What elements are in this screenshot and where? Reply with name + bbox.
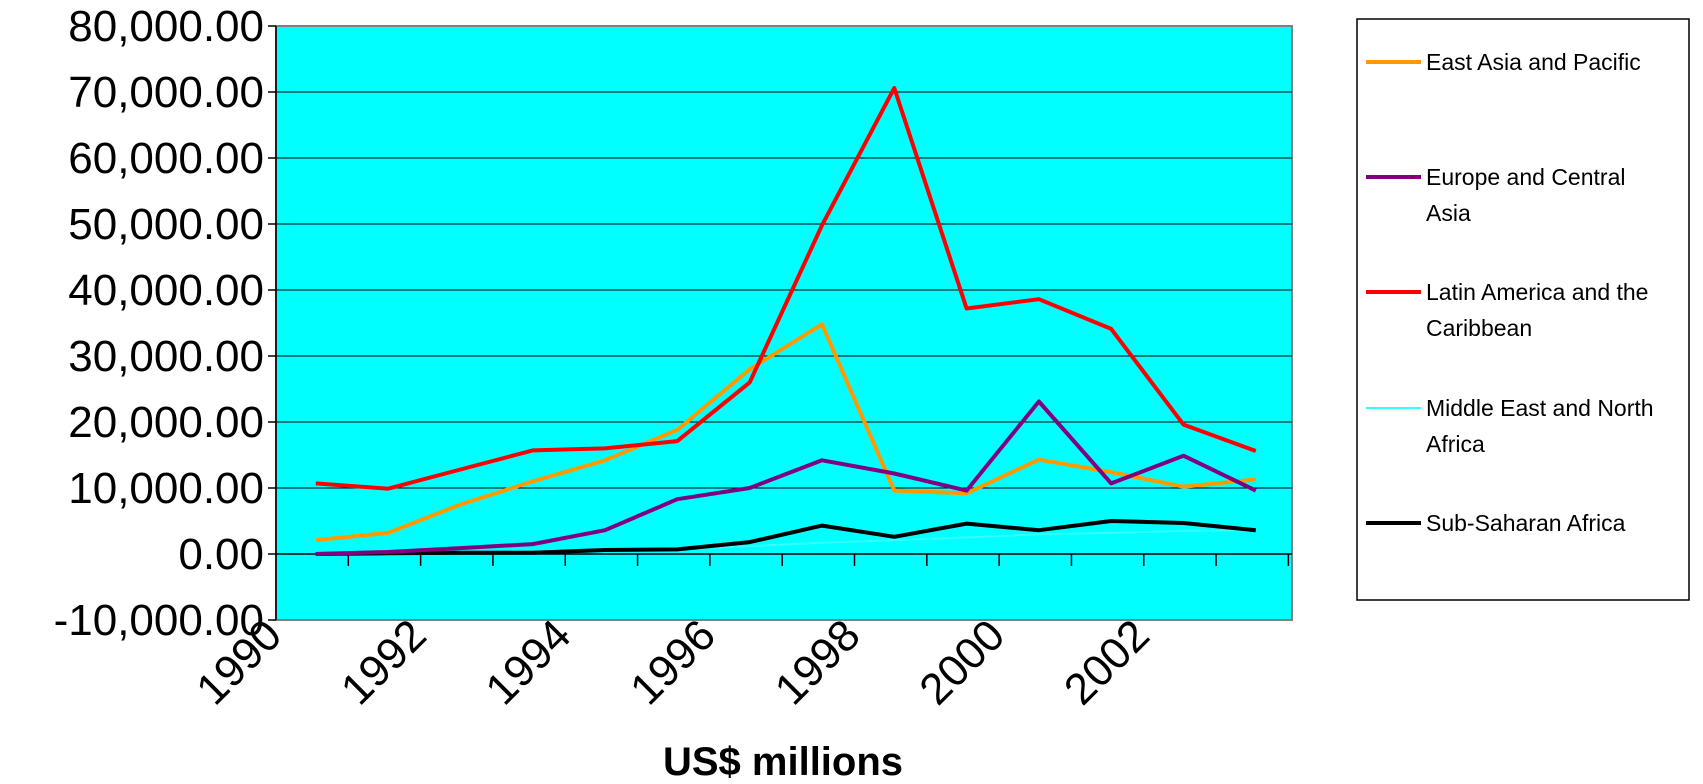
legend-label-line: Middle East and North	[1426, 395, 1654, 421]
x-axis-title: US$ millions	[663, 740, 903, 784]
legend-label-line: Latin America and the	[1426, 279, 1648, 305]
legend-label: Latin America and the Caribbean	[1426, 279, 1648, 341]
y-tick-label: 40,000.00	[68, 266, 264, 315]
plot-background	[275, 25, 1293, 621]
y-tick-label: 0.00	[178, 530, 264, 579]
legend-label-line: East Asia and Pacific	[1426, 49, 1641, 75]
x-tick-label: 1992	[332, 610, 436, 714]
legend-label: Sub-Saharan Africa	[1426, 510, 1626, 536]
y-tick-label: 50,000.00	[68, 200, 264, 249]
legend-label-line: Africa	[1426, 431, 1485, 457]
y-tick-label: 30,000.00	[68, 332, 264, 381]
x-tick-label: 1994	[476, 610, 580, 714]
x-tick-label: 2000	[910, 610, 1014, 714]
y-tick-label: 10,000.00	[68, 464, 264, 513]
series-line	[315, 519, 1256, 556]
series-line	[315, 86, 1257, 491]
y-tick-label: -10,000.00	[54, 596, 264, 645]
legend: East Asia and Pacific Europe and Central A…	[1356, 18, 1690, 601]
x-tick-label: 2002	[1055, 610, 1159, 714]
legend-label-line: Europe and Central	[1426, 164, 1625, 190]
legend-box	[1356, 18, 1690, 601]
y-tick-label: 70,000.00	[68, 68, 264, 117]
y-tick-label: 20,000.00	[68, 398, 264, 447]
x-tick-label: 1998	[766, 610, 870, 714]
y-tick-label: 80,000.00	[68, 2, 264, 51]
y-tick-label: 60,000.00	[68, 134, 264, 183]
plot-area	[275, 25, 1293, 621]
legend-label: Europe and Central Asia	[1426, 164, 1625, 226]
legend-label: East Asia and Pacific	[1426, 49, 1641, 75]
legend-label-line: Sub-Saharan Africa	[1426, 510, 1626, 536]
series-layer	[315, 86, 1257, 556]
series-line	[315, 399, 1257, 556]
legend-label-line: Asia	[1426, 200, 1471, 226]
legend-label-line: Caribbean	[1426, 315, 1532, 341]
legend-label: Middle East and North Africa	[1426, 395, 1654, 457]
x-tick-label: 1996	[621, 610, 725, 714]
